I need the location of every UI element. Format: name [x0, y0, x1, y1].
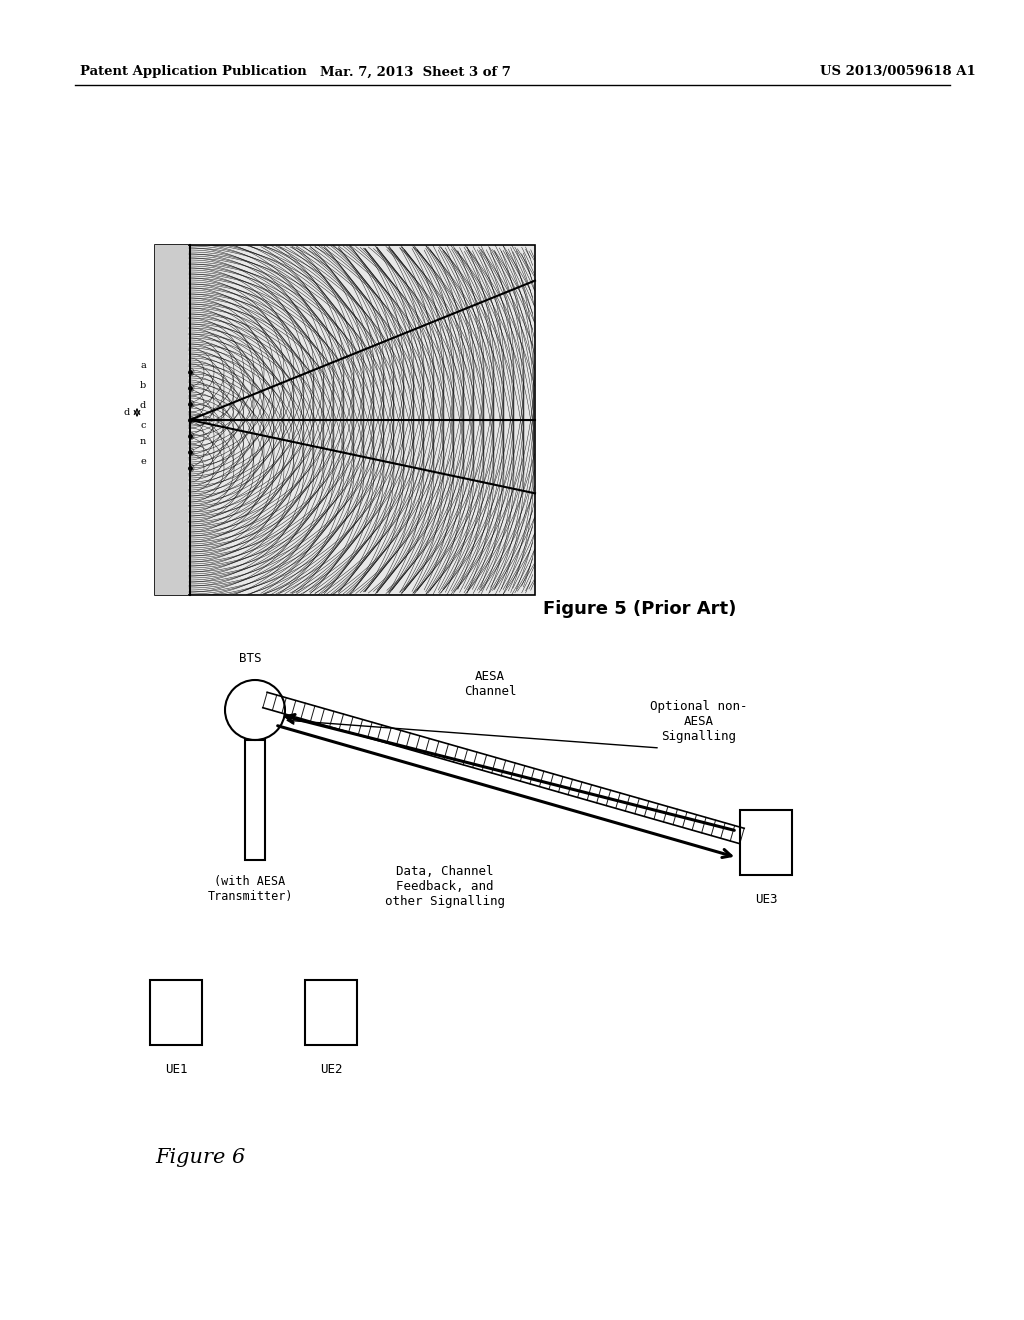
- Text: Figure 6: Figure 6: [155, 1148, 246, 1167]
- Text: c: c: [140, 421, 145, 429]
- Bar: [155, 246, 535, 595]
- Bar: [150, 979, 202, 1045]
- Text: d: d: [140, 400, 146, 409]
- Text: Mar. 7, 2013  Sheet 3 of 7: Mar. 7, 2013 Sheet 3 of 7: [319, 66, 510, 78]
- Text: b: b: [140, 380, 146, 389]
- Text: e: e: [140, 458, 145, 466]
- Text: d: d: [124, 408, 130, 417]
- Text: Figure 5 (Prior Art): Figure 5 (Prior Art): [543, 601, 736, 618]
- Bar: [155, 246, 188, 595]
- Text: BTS: BTS: [239, 652, 261, 665]
- Text: UE2: UE2: [319, 1063, 342, 1076]
- Text: US 2013/0059618 A1: US 2013/0059618 A1: [820, 66, 976, 78]
- Text: n: n: [140, 437, 146, 446]
- Text: Data, Channel
Feedback, and
other Signalling: Data, Channel Feedback, and other Signal…: [385, 865, 505, 908]
- Text: Patent Application Publication: Patent Application Publication: [80, 66, 307, 78]
- Bar: [740, 810, 792, 875]
- Bar: [305, 979, 357, 1045]
- Text: AESA
Channel: AESA Channel: [464, 671, 516, 698]
- Bar: [245, 741, 265, 861]
- Text: UE3: UE3: [755, 894, 777, 906]
- Text: Optional non-
AESA
Signalling: Optional non- AESA Signalling: [650, 700, 748, 743]
- Text: UE1: UE1: [165, 1063, 187, 1076]
- Text: a: a: [140, 360, 145, 370]
- Text: (with AESA
Transmitter): (with AESA Transmitter): [207, 875, 293, 903]
